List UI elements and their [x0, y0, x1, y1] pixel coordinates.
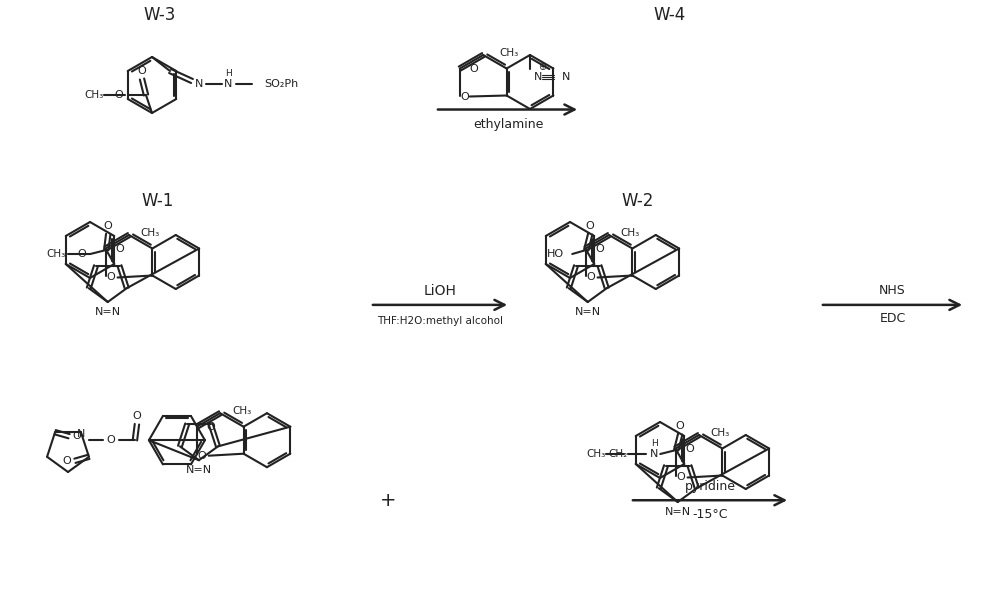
Text: O: O — [469, 63, 478, 73]
Text: O: O — [685, 443, 694, 453]
Text: THF:H2O:methyl alcohol: THF:H2O:methyl alcohol — [377, 316, 503, 326]
Text: O: O — [460, 92, 469, 101]
Text: O: O — [676, 421, 685, 431]
Text: O: O — [106, 272, 115, 282]
Text: CH₃: CH₃ — [587, 449, 606, 459]
Text: W-3: W-3 — [144, 6, 176, 24]
Text: W-2: W-2 — [622, 192, 654, 210]
Text: -15°C: -15°C — [692, 508, 728, 521]
Text: O: O — [586, 272, 595, 282]
Text: O: O — [115, 243, 124, 253]
Text: N: N — [77, 429, 85, 439]
Text: O: O — [586, 221, 595, 231]
Text: +: + — [380, 491, 396, 510]
Text: pyridine: pyridine — [684, 480, 736, 493]
Text: CH₃: CH₃ — [232, 406, 251, 416]
Text: W-1: W-1 — [142, 192, 174, 210]
Text: O: O — [133, 411, 141, 421]
Text: O: O — [206, 422, 215, 432]
Text: N=N: N=N — [95, 307, 121, 317]
Text: SO₂Ph: SO₂Ph — [264, 79, 298, 89]
Text: O: O — [676, 472, 685, 482]
Text: N: N — [224, 79, 232, 89]
Text: O: O — [78, 249, 87, 259]
Text: EDC: EDC — [879, 313, 906, 326]
Text: O: O — [104, 221, 113, 231]
Text: CH₃: CH₃ — [499, 47, 518, 57]
Text: ⊕: ⊕ — [538, 62, 546, 72]
Text: N: N — [650, 449, 658, 459]
Text: CH₃: CH₃ — [711, 427, 730, 437]
Text: O: O — [595, 243, 604, 253]
Text: O: O — [138, 66, 146, 76]
Text: ethylamine: ethylamine — [473, 118, 543, 131]
Text: CH₃: CH₃ — [621, 227, 640, 237]
Text: W-4: W-4 — [654, 6, 686, 24]
Text: N=N: N=N — [665, 507, 691, 517]
Text: O: O — [107, 435, 115, 445]
Text: N=N: N=N — [186, 465, 212, 475]
Text: H: H — [651, 439, 658, 449]
Text: CH₃: CH₃ — [141, 227, 160, 237]
Text: CH₃: CH₃ — [84, 90, 104, 100]
Text: O: O — [115, 90, 123, 100]
Text: N=N: N=N — [575, 307, 601, 317]
Text: CH₂: CH₂ — [609, 449, 628, 459]
Text: O: O — [73, 431, 81, 441]
Text: O: O — [197, 451, 206, 461]
Text: N: N — [195, 79, 203, 89]
Text: HO: HO — [547, 249, 564, 259]
Text: CH₃: CH₃ — [47, 249, 66, 259]
Text: LiOH: LiOH — [424, 284, 456, 298]
Text: N: N — [534, 72, 542, 82]
Text: NHS: NHS — [879, 284, 906, 297]
Text: O: O — [63, 456, 71, 466]
Text: N: N — [562, 72, 570, 82]
Text: H: H — [225, 69, 231, 78]
